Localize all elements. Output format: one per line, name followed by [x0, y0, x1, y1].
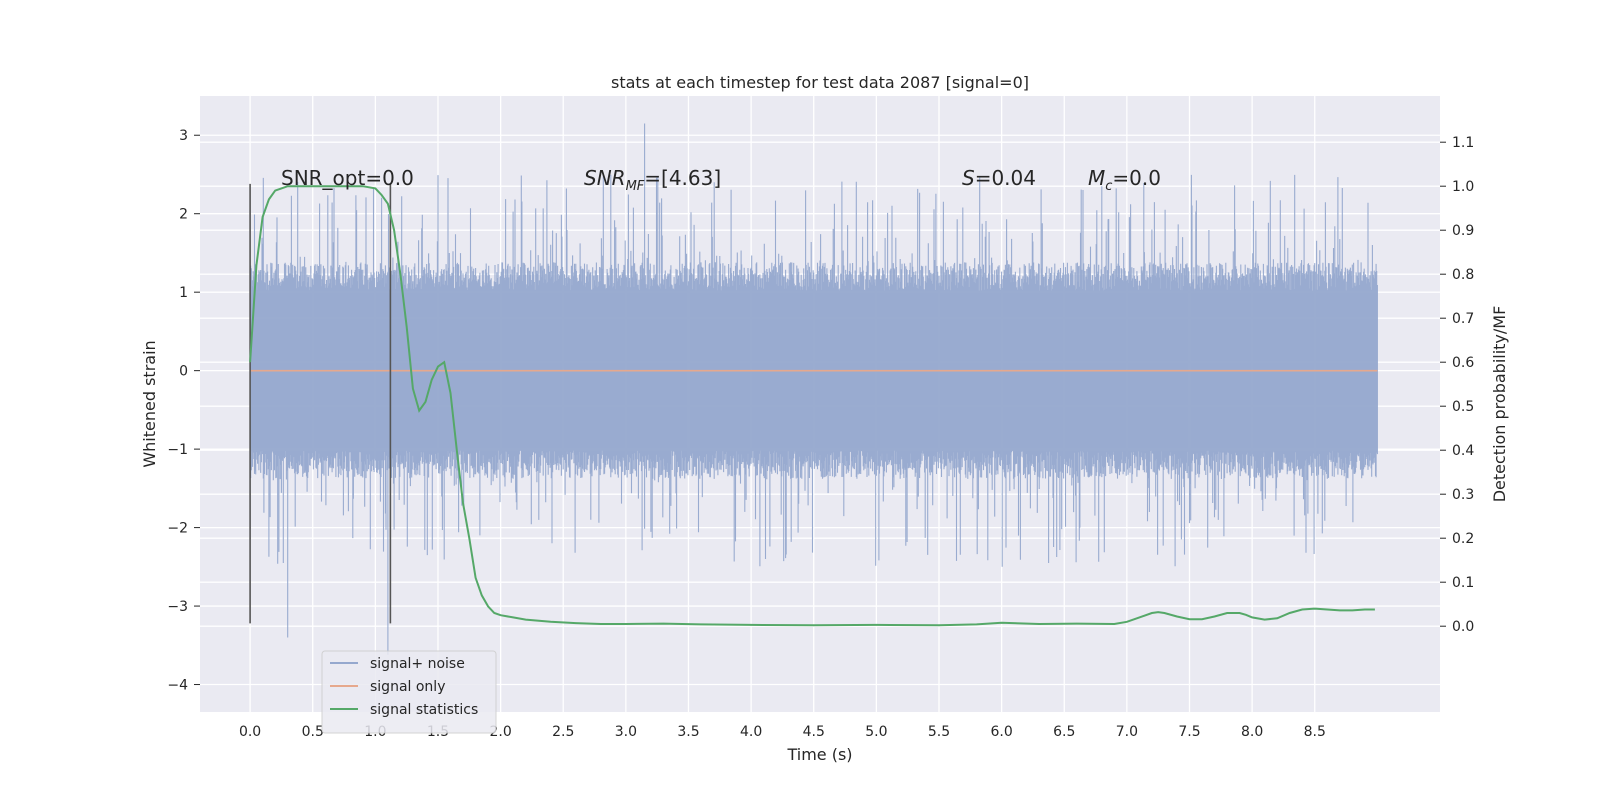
y2-tick-label: 0.1	[1452, 575, 1474, 591]
y-tick-label: 1	[179, 285, 188, 301]
y-tick-label: 2	[179, 207, 188, 223]
x-tick-label: 2.5	[552, 724, 574, 740]
annotation-snr-mf-base: SNR	[584, 166, 626, 190]
y2-tick-label: 0.2	[1452, 531, 1474, 547]
x-tick-label: 6.0	[990, 724, 1012, 740]
annotation-snr-opt: SNR_opt=0.0	[281, 166, 414, 190]
annotation-mc-base: M	[1088, 166, 1105, 190]
y2-tick-label: 0.3	[1452, 487, 1474, 503]
y2-axis-label: Detection probability/MF	[1490, 306, 1509, 503]
annotation-s-value: =0.04	[975, 166, 1036, 190]
y2-ticks: 0.0 0.1 0.2 0.3 0.4 0.5 0.6 0.7 0.8 0.9 1.0 1.1	[1440, 135, 1474, 635]
y2-tick-label: 1.0	[1452, 179, 1474, 195]
annotation-snr-mf-value: =[4.63]	[644, 166, 721, 190]
annotation-s-symbol: S	[962, 166, 975, 190]
annotation-s: S=0.04	[962, 166, 1036, 190]
x-tick-label: 4.0	[740, 724, 762, 740]
annotation-mc-value: =0.0	[1112, 166, 1161, 190]
y2-tick-label: 0.4	[1452, 443, 1474, 459]
y-tick-label: −2	[167, 521, 188, 537]
x-tick-label: 7.0	[1116, 724, 1138, 740]
annotation-snr-mf: SNRMF=[4.63]	[584, 166, 721, 194]
y2-tick-label: 0.6	[1452, 355, 1474, 371]
y-tick-label: −1	[167, 442, 188, 458]
x-tick-label: 5.0	[865, 724, 887, 740]
x-tick-label: 3.0	[615, 724, 637, 740]
x-tick-label: 0.0	[239, 724, 261, 740]
annotation-mc: Mc=0.0	[1088, 166, 1161, 194]
y-ticks: −4 −3 −2 −1 0 1 2 3	[167, 128, 200, 694]
y2-tick-label: 0.9	[1452, 223, 1474, 239]
x-tick-label: 8.5	[1304, 724, 1326, 740]
y-tick-label: 3	[179, 128, 188, 144]
legend-label-signal-only: signal only	[370, 679, 445, 695]
legend-label-signal-statistics: signal statistics	[370, 702, 478, 718]
x-tick-label: 0.5	[302, 724, 324, 740]
x-tick-label: 3.5	[677, 724, 699, 740]
y2-tick-label: 1.1	[1452, 135, 1474, 151]
chart-title: stats at each timestep for test data 208…	[611, 73, 1029, 92]
y-tick-label: −3	[167, 599, 188, 615]
legend-box	[321, 650, 497, 734]
x-axis-label: Time (s)	[786, 745, 852, 764]
y2-tick-label: 0.7	[1452, 311, 1474, 327]
y2-tick-label: 0.5	[1452, 399, 1474, 415]
legend-label-signal-noise: signal+ noise	[370, 656, 465, 672]
y-tick-label: −4	[167, 678, 188, 694]
y2-tick-label: 0.0	[1452, 619, 1474, 635]
signal-statistics-series	[249, 185, 1375, 627]
marker-lines	[249, 183, 392, 624]
x-tick-label: 6.5	[1053, 724, 1075, 740]
signal-statistics-line	[249, 185, 1375, 627]
y-axis-label: Whitened strain	[140, 340, 159, 467]
x-tick-label: 5.5	[928, 724, 950, 740]
x-tick-label: 7.5	[1178, 724, 1200, 740]
y-tick-label: 0	[179, 364, 188, 380]
legend: signal+ noise signal only signal statist…	[321, 650, 497, 734]
annotation-mc-sub: c	[1105, 179, 1112, 194]
y2-tick-label: 0.8	[1452, 267, 1474, 283]
x-tick-label: 8.0	[1241, 724, 1263, 740]
annotation-snr-mf-sub: MF	[626, 179, 645, 194]
x-tick-label: 4.5	[803, 724, 825, 740]
